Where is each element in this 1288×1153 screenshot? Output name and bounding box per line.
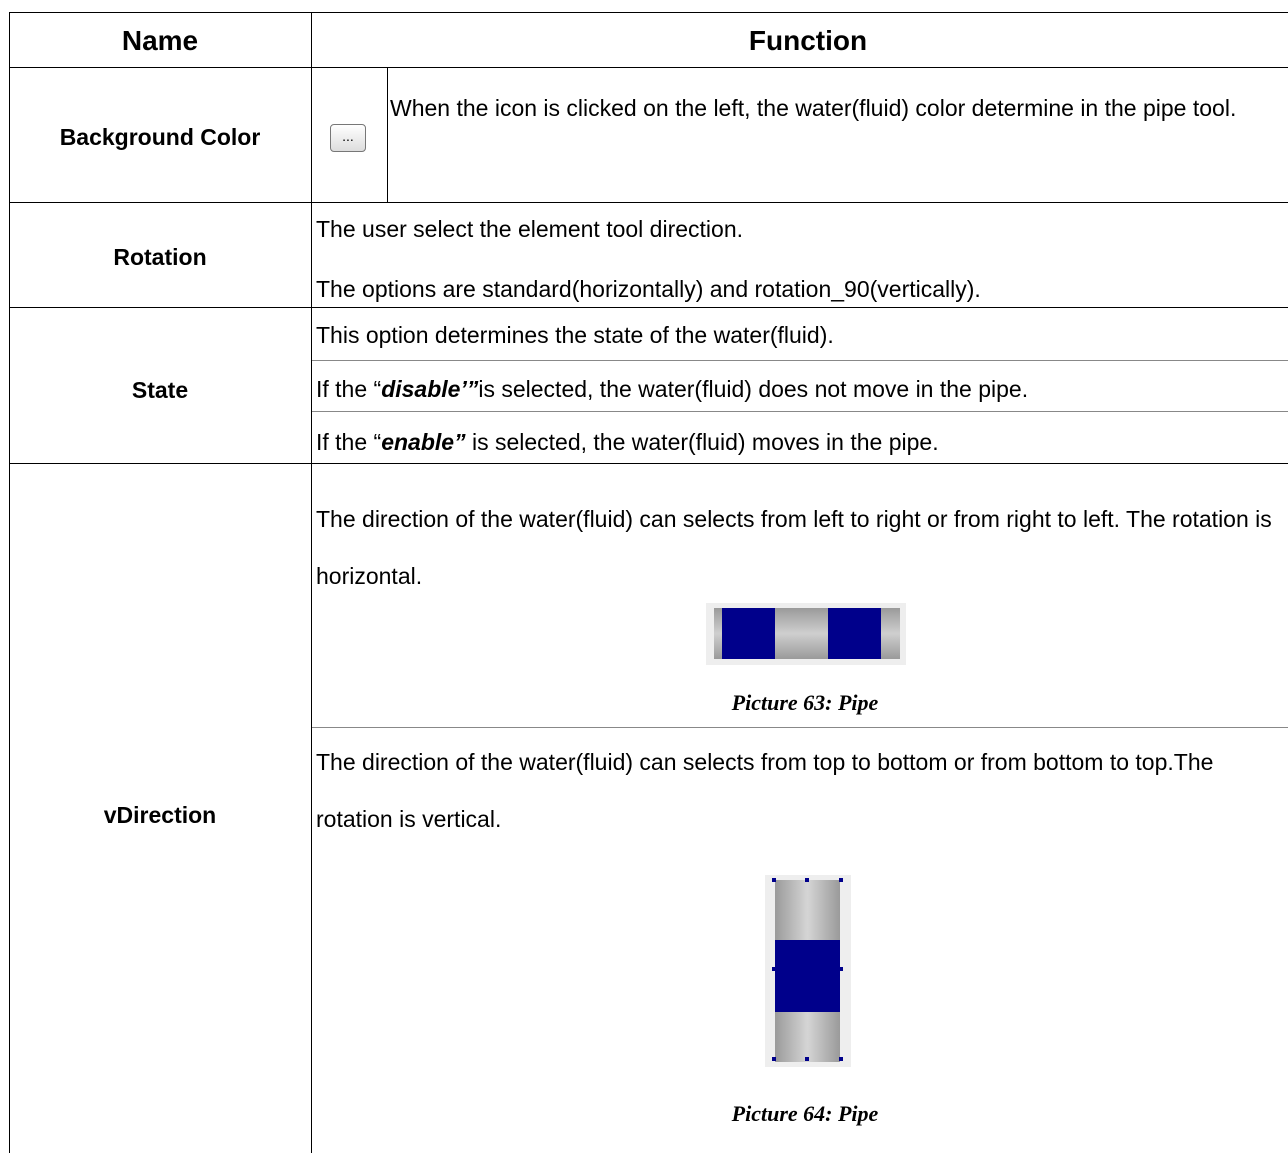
pipe-horizontal xyxy=(706,603,906,665)
row-name: Rotation xyxy=(113,244,207,270)
function-text: If the “enable” is selected, the water(f… xyxy=(316,428,939,456)
text: If the “ xyxy=(316,429,382,455)
color-button[interactable]: ... xyxy=(330,124,366,152)
function-text: If the “disable’”is selected, the water(… xyxy=(316,375,1028,403)
emphasis: disable’” xyxy=(381,376,479,402)
text: If the “ xyxy=(316,376,382,402)
caption: Picture 63: Pipe xyxy=(731,690,879,715)
function-text: This option determines the state of the … xyxy=(316,322,834,348)
row-name: vDirection xyxy=(103,802,217,828)
function-text: The direction of the water(fluid) can se… xyxy=(316,749,1214,832)
text: is selected, the water(fluid) does not m… xyxy=(478,376,1029,402)
function-text: The options are standard(horizontally) a… xyxy=(316,276,981,302)
row-name: State xyxy=(131,377,189,403)
function-text: When the icon is clicked on the left, th… xyxy=(390,95,1237,121)
pipe-vertical xyxy=(765,875,851,1067)
header-function: Function xyxy=(748,25,868,56)
function-text: The direction of the water(fluid) can se… xyxy=(316,506,1272,589)
header-name: Name xyxy=(121,25,199,56)
row-name: Background Color xyxy=(59,124,261,150)
function-text: The user select the element tool directi… xyxy=(316,216,744,242)
emphasis: enable” xyxy=(381,429,466,455)
caption: Picture 64: Pipe xyxy=(731,1101,879,1126)
text: is selected, the water(fluid) moves in t… xyxy=(465,429,939,455)
